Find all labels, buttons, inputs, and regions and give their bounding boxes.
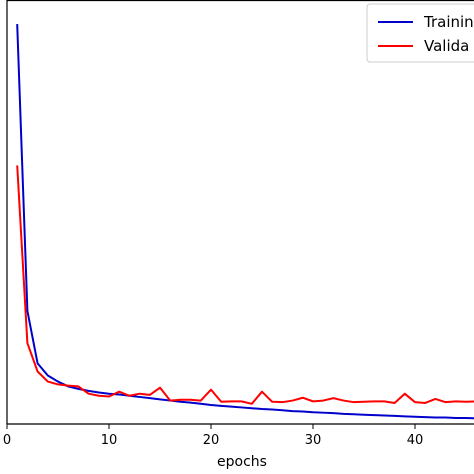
legend-label-training: Trainin: [423, 13, 474, 31]
x-tick-label: 0: [3, 433, 11, 448]
x-tick-label: 10: [101, 433, 118, 448]
legend-label-validation: Valida: [424, 37, 469, 55]
x-axis-ticks: 0 10 20 30 40: [3, 424, 423, 448]
series-line-training: [16, 24, 474, 420]
legend-box: [366, 3, 474, 63]
series-layer: [16, 24, 474, 420]
legend: Trainin Valida: [366, 3, 474, 63]
series-line-validation: [16, 165, 474, 405]
x-tick-label: 30: [305, 433, 322, 448]
x-axis-label: epochs: [217, 454, 267, 470]
x-tick-label: 20: [203, 433, 220, 448]
x-tick-label: 40: [407, 433, 424, 448]
plot-area: [6, 0, 474, 425]
